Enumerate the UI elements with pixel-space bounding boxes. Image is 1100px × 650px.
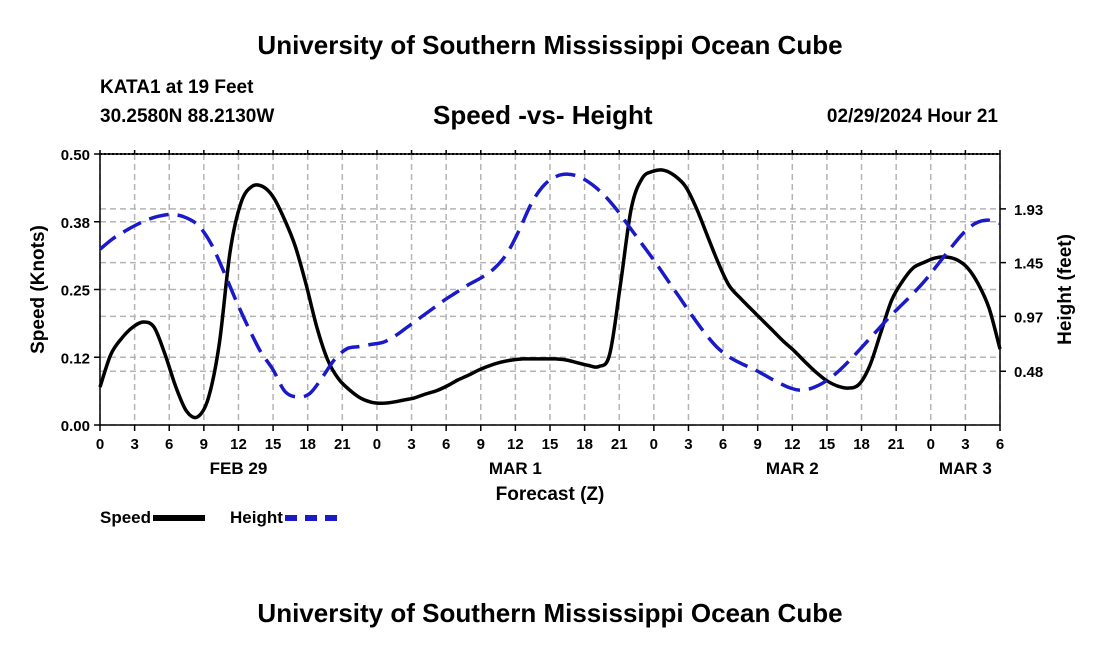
x-tick-label: 0 <box>96 436 104 453</box>
legend-speed-label: Speed <box>100 508 152 527</box>
day-label: MAR 1 <box>489 459 542 478</box>
x-tick-label: 6 <box>719 436 727 453</box>
y2-tick-label: 0.97 <box>1014 309 1043 326</box>
x-tick-label: 0 <box>927 436 935 453</box>
x-tick-label: 15 <box>819 436 836 453</box>
y2-axis-title: Height (feet) <box>1055 234 1076 345</box>
chart-subtitle: Speed -vs- Height <box>433 100 653 130</box>
x-tick-label: 21 <box>888 436 905 453</box>
x-tick-label: 18 <box>299 436 316 453</box>
x-tick-label: 9 <box>200 436 208 453</box>
x-tick-label: 0 <box>650 436 658 453</box>
y-tick-label: 0.00 <box>61 418 90 435</box>
y-tick-label: 0.50 <box>61 147 90 164</box>
x-tick-label: 3 <box>130 436 138 453</box>
y2-tick-label: 1.45 <box>1014 256 1043 273</box>
x-tick-label: 12 <box>230 436 247 453</box>
x-tick-label: 21 <box>611 436 628 453</box>
x-tick-label: 18 <box>853 436 870 453</box>
footer-title: University of Southern Mississippi Ocean… <box>257 598 843 628</box>
x-tick-label: 3 <box>961 436 969 453</box>
day-label: MAR 3 <box>939 459 992 478</box>
date-stamp: 02/29/2024 Hour 21 <box>826 106 998 127</box>
speed-series-line <box>98 168 1002 420</box>
y2-tick-label: 1.93 <box>1014 202 1043 219</box>
x-tick-label: 12 <box>507 436 524 453</box>
series <box>98 168 1002 420</box>
x-tick-label: 6 <box>442 436 450 453</box>
x-tick-label: 12 <box>784 436 801 453</box>
x-tick-label: 3 <box>684 436 692 453</box>
legend-height-line <box>284 515 337 521</box>
y-tick-label: 0.38 <box>61 215 90 232</box>
x-tick-label: 15 <box>265 436 282 453</box>
x-tick-label: 9 <box>754 436 762 453</box>
page-title: University of Southern Mississippi Ocean… <box>257 30 843 60</box>
x-tick-label: 9 <box>477 436 485 453</box>
station-label: KATA1 at 19 Feet <box>100 77 254 98</box>
x-tick-label: 3 <box>407 436 415 453</box>
axis-text: 0.00 0.12 0.25 0.38 0.50 0.48 0.97 1.45 1.93 0 3 6 9… <box>28 147 1076 505</box>
x-tick-label: 6 <box>165 436 173 453</box>
day-label: FEB 29 <box>210 459 268 478</box>
legend-speed: Speed <box>100 508 206 528</box>
legend-height: Height <box>230 508 337 528</box>
x-tick-label: 21 <box>334 436 351 453</box>
y-tick-label: 0.25 <box>61 283 90 300</box>
legend-height-label: Height <box>230 508 283 527</box>
legend-speed-line <box>153 515 206 521</box>
x-tick-label: 0 <box>373 436 381 453</box>
y2-tick-label: 0.48 <box>1014 364 1043 381</box>
y-tick-label: 0.12 <box>61 350 90 367</box>
axes <box>94 150 1006 431</box>
coordinates-label: 30.2580N 88.2130W <box>100 106 275 127</box>
x-tick-label: 15 <box>542 436 559 453</box>
grid <box>99 153 1001 426</box>
day-label: MAR 2 <box>766 459 819 478</box>
x-tick-label: 18 <box>576 436 593 453</box>
x-axis-title: Forecast (Z) <box>496 484 605 505</box>
y-axis-title: Speed (Knots) <box>28 225 49 354</box>
x-tick-label: 6 <box>996 436 1004 453</box>
